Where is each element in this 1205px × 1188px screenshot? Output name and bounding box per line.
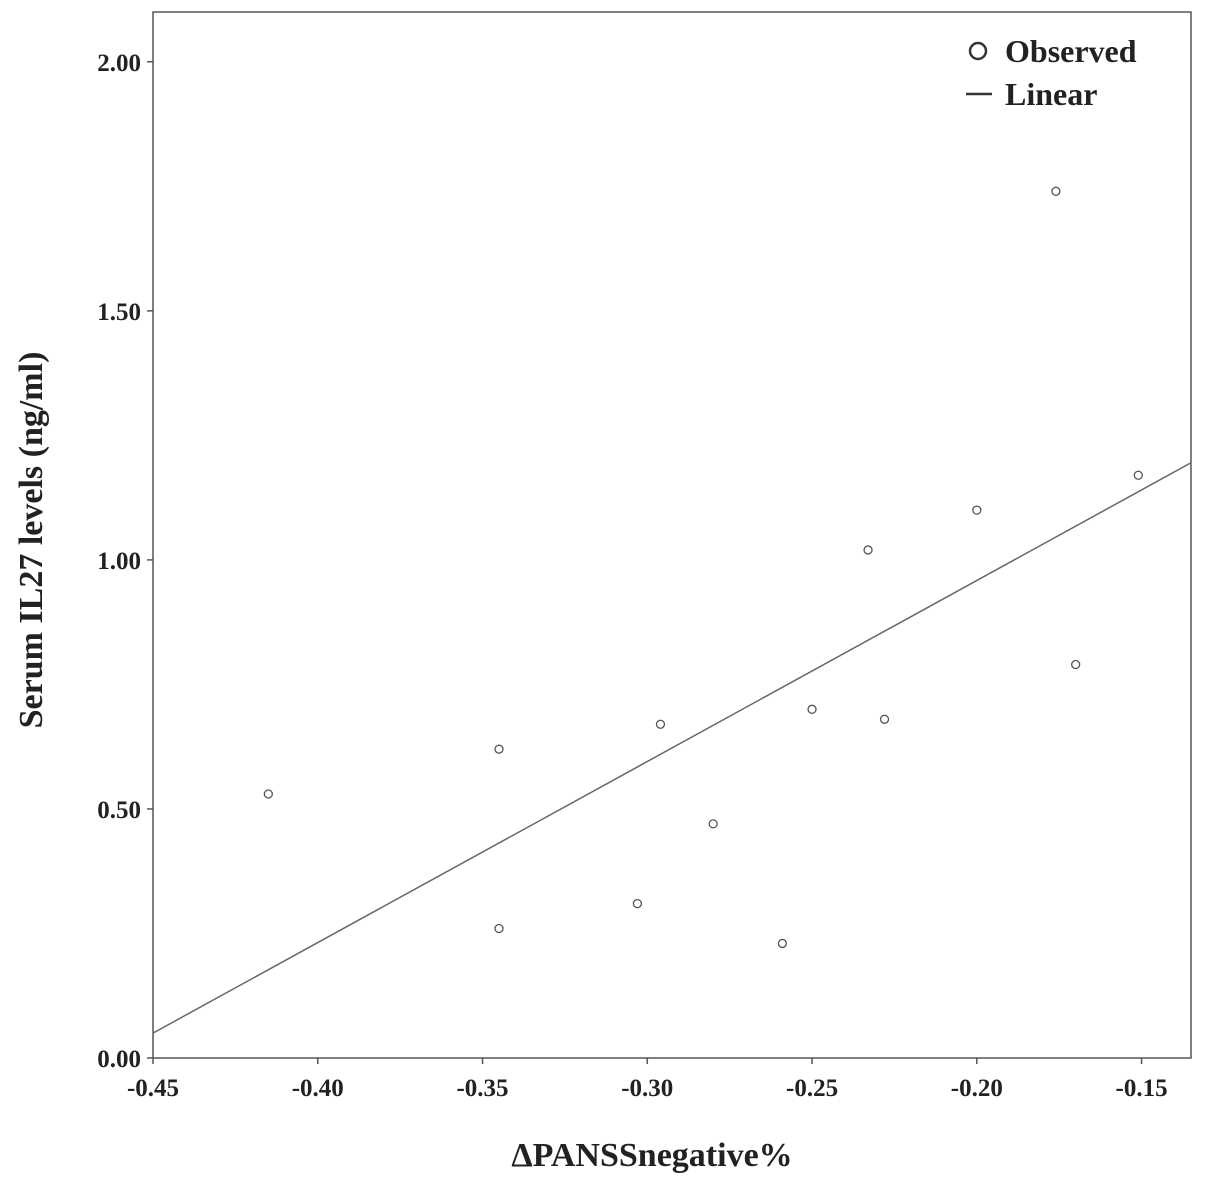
linear-fit-line (152, 462, 1192, 1034)
x-tick-label: -0.40 (292, 1075, 344, 1102)
observed-point (708, 819, 718, 829)
observed-point (972, 505, 982, 515)
observed-point (1133, 470, 1143, 480)
x-tick-label: -0.15 (1116, 1075, 1168, 1102)
observed-point (863, 545, 873, 555)
observed-point (655, 719, 666, 729)
linear-fit-layer (152, 462, 1192, 1034)
legend-linear-label: Linear (1005, 76, 1097, 112)
y-axis: 0.00 0.50 1.00 1.50 2.00 (97, 50, 153, 1073)
x-tick-label: -0.45 (127, 1075, 179, 1102)
y-tick-label: 0.50 (97, 797, 141, 824)
legend-observed-marker (968, 41, 988, 61)
y-tick-label: 0.00 (97, 1046, 141, 1073)
observed-points-layer (263, 186, 1143, 949)
y-axis-title: Serum IL27 levels (ng/ml) (13, 352, 50, 729)
legend: Observed Linear (966, 33, 1137, 112)
observed-point (494, 744, 504, 754)
observed-point (263, 789, 273, 799)
observed-point (1051, 186, 1061, 196)
x-tick-label: -0.35 (456, 1075, 508, 1102)
y-tick-label: 1.50 (97, 299, 141, 326)
x-tick-label: -0.30 (621, 1075, 673, 1102)
observed-point (777, 938, 788, 949)
x-tick-label: -0.25 (786, 1075, 838, 1102)
x-axis: -0.45 -0.40 -0.35 -0.30 -0.25 -0.20 -0.15 (127, 1058, 1168, 1102)
x-tick-label: -0.20 (951, 1075, 1003, 1102)
observed-point (807, 704, 817, 714)
plot-frame (152, 11, 1192, 1059)
x-axis-title: ΔPANSSnegative% (511, 1137, 792, 1174)
observed-point (494, 923, 504, 934)
y-tick-label: 2.00 (97, 50, 141, 77)
y-tick-label: 1.00 (97, 548, 141, 575)
observed-point (879, 714, 890, 724)
observed-point (632, 898, 643, 909)
legend-observed-label: Observed (1005, 33, 1137, 69)
observed-point (1071, 659, 1081, 670)
